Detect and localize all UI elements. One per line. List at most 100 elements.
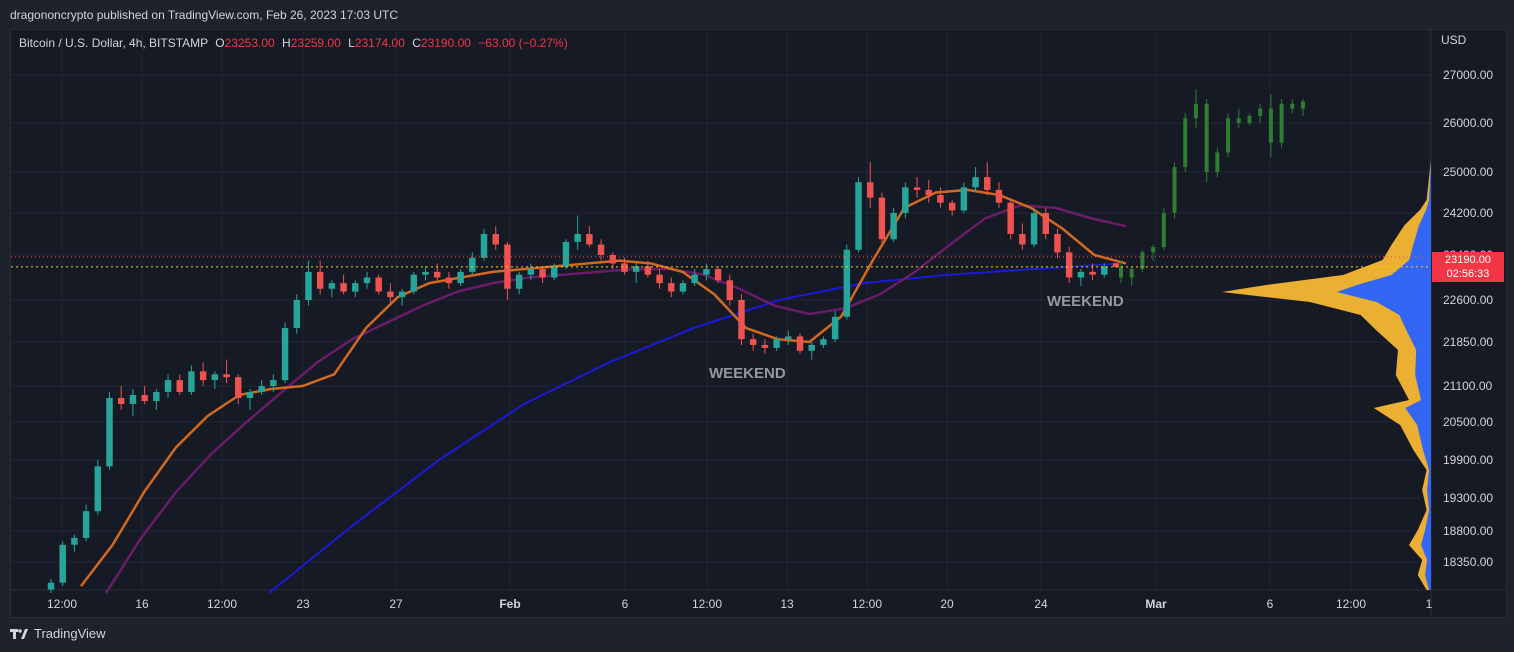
candle-body — [562, 241, 570, 267]
candle-body — [258, 386, 265, 392]
candle-body — [492, 234, 499, 245]
price-tick-label: 19900.00 — [1443, 453, 1493, 467]
candle-body — [164, 380, 172, 392]
price-chart[interactable]: USD27000.0026000.0025000.0024200.0023400… — [11, 30, 1506, 617]
time-tick-label: 16 — [135, 597, 149, 611]
low-value: 23174.00 — [354, 36, 405, 50]
candle-body — [843, 249, 851, 317]
candle-body — [153, 392, 160, 401]
candle-body — [925, 189, 932, 196]
candle-body — [316, 271, 324, 289]
candle-body — [785, 336, 792, 340]
candle-body — [972, 177, 979, 188]
candle-body — [410, 274, 418, 292]
bar-countdown: 02:56:33 — [1446, 267, 1490, 280]
projection-body — [1183, 118, 1188, 168]
close-value: 23190.00 — [420, 36, 471, 50]
candle-body — [375, 277, 382, 292]
candle-body — [1042, 213, 1049, 234]
candle-body — [141, 395, 148, 401]
time-tick-label: 24 — [1034, 597, 1048, 611]
price-tick-label: 22600.00 — [1443, 293, 1493, 307]
candle-body — [703, 269, 710, 275]
projection-body — [1279, 103, 1284, 143]
projection-body — [1172, 167, 1177, 213]
candle-body — [855, 182, 862, 250]
candle-body — [527, 269, 535, 275]
candle-body — [71, 537, 78, 545]
low-label: L — [348, 36, 355, 50]
candle-body — [281, 328, 289, 381]
candle-body — [574, 234, 581, 242]
projection-body — [1258, 108, 1263, 116]
symbol-legend: Bitcoin / U.S. Dollar, 4h, BITSTAMP O232… — [19, 36, 568, 50]
candle-body — [960, 187, 968, 211]
candle-body — [738, 300, 745, 340]
projection-body — [1129, 269, 1134, 278]
candle-body — [831, 316, 839, 340]
candle-body — [773, 339, 780, 348]
candle-body — [1019, 234, 1026, 245]
candle-body — [293, 300, 300, 328]
candle-body — [363, 277, 371, 284]
projection-body — [1193, 103, 1198, 119]
candle-body — [176, 380, 183, 392]
change-value: −63.00 (−0.27%) — [478, 36, 568, 50]
projection-body — [1226, 118, 1231, 153]
candle-body — [679, 283, 687, 292]
candle-body — [223, 374, 230, 378]
candle-body — [118, 398, 125, 404]
candle-body — [714, 269, 722, 281]
candle-body — [691, 274, 698, 284]
candle-body — [94, 466, 102, 512]
candle-body — [1007, 202, 1014, 234]
current-price: 23190.00 — [1445, 253, 1491, 266]
ma-slow-line — [104, 204, 1127, 594]
candle-body — [59, 544, 66, 583]
candle-body — [387, 291, 394, 298]
candle-body — [433, 271, 441, 278]
chart-frame[interactable]: USD27000.0026000.0025000.0024200.0023400… — [10, 29, 1507, 618]
candle-body — [270, 380, 277, 386]
time-tick-label: Mar — [1145, 597, 1167, 611]
candle-body — [867, 182, 874, 198]
time-tick-label: 12:00 — [852, 597, 882, 611]
candle-body — [340, 283, 347, 292]
candle-body — [188, 371, 195, 392]
time-tick-label: 6 — [622, 597, 629, 611]
time-tick-label: 27 — [389, 597, 403, 611]
time-tick-label: 20 — [940, 597, 954, 611]
candle-body — [211, 374, 219, 381]
price-tick-label: 20500.00 — [1443, 415, 1493, 429]
candle-body — [937, 195, 944, 203]
projection-body — [1204, 103, 1209, 172]
symbol-name[interactable]: Bitcoin / U.S. Dollar, 4h, BITSTAMP — [19, 36, 208, 50]
candle-body — [749, 339, 757, 345]
price-axis-currency: USD — [1441, 33, 1467, 47]
time-tick-label: 12:00 — [1336, 597, 1366, 611]
candle-body — [199, 371, 207, 381]
footer-brand[interactable]: TradingView — [34, 626, 106, 641]
candle-body — [609, 255, 616, 264]
current-price-tag: 23190.00 02:56:33 — [1432, 251, 1504, 282]
candle-body — [621, 263, 628, 272]
candle-body — [586, 234, 593, 245]
candle-body — [668, 283, 675, 292]
projection-body — [1301, 101, 1305, 109]
candle-body — [539, 269, 546, 278]
projection-body — [1290, 103, 1295, 109]
price-tick-label: 18350.00 — [1443, 555, 1493, 569]
candle-body — [457, 271, 464, 284]
publisher-info: dragononcrypto published on TradingView.… — [10, 8, 399, 22]
projection-body — [1161, 213, 1166, 248]
time-tick-label: 12:00 — [207, 597, 237, 611]
time-tick-label: 12:00 — [692, 597, 722, 611]
candle-body — [808, 344, 815, 351]
time-tick-label: 12:00 — [47, 597, 77, 611]
price-tick-label: 26000.00 — [1443, 116, 1493, 130]
candle-body — [1089, 271, 1096, 275]
candle-body — [597, 244, 605, 255]
candle-body — [890, 213, 897, 240]
candle-body — [480, 234, 488, 258]
price-tick-label: 18800.00 — [1443, 524, 1493, 538]
